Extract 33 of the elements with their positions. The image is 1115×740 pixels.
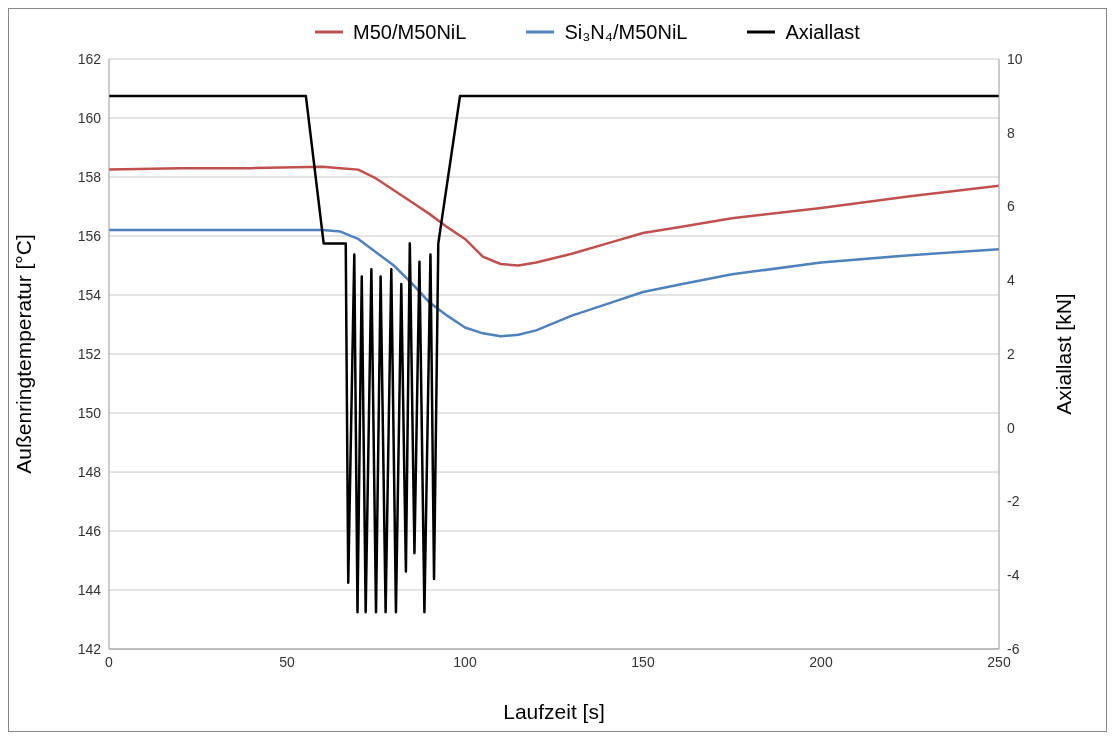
x-axis-title: Laufzeit [s]	[503, 700, 605, 723]
y-tick-label: 158	[77, 168, 102, 185]
y-tick-label: 142	[77, 640, 102, 657]
y2-tick-label: 2	[1007, 345, 1015, 362]
x-tick-label: 150	[631, 653, 655, 670]
y-tick-label: 154	[77, 286, 102, 303]
y2-tick-label: -4	[1007, 567, 1020, 584]
y2-tick-label: 8	[1007, 124, 1015, 141]
y-tick-label: 150	[77, 404, 102, 421]
legend-label: Si₃N₄/M50NiL	[564, 20, 688, 44]
x-tick-label: 50	[279, 653, 295, 670]
line-series	[109, 228, 999, 338]
y2-tick-label: 10	[1007, 50, 1023, 67]
y-axis-title: Außenringtemperatur [°C]	[12, 234, 36, 474]
legend-label: Axiallast	[785, 20, 860, 44]
x-tick-label: 200	[809, 653, 833, 670]
y2-tick-label: 4	[1007, 272, 1015, 289]
line-series	[109, 165, 999, 267]
y-tick-label: 144	[77, 581, 102, 598]
y-tick-label: 148	[77, 463, 102, 480]
y-tick-label: 156	[77, 227, 102, 244]
y-tick-label: 152	[77, 345, 102, 362]
y-tick-label: 146	[77, 522, 102, 539]
y-tick-label: 160	[77, 109, 102, 126]
y2-tick-label: 0	[1007, 419, 1015, 436]
y-tick-label: 162	[77, 50, 102, 67]
x-tick-label: 0	[105, 653, 114, 670]
y2-tick-label: -2	[1007, 493, 1020, 510]
line-series	[109, 94, 999, 614]
x-tick-label: 100	[453, 653, 477, 670]
legend-label: M50/M50NiL	[353, 20, 467, 44]
y2-tick-label: 6	[1007, 198, 1015, 215]
y2-axis-title: Axiallast [kN]	[1052, 293, 1076, 415]
